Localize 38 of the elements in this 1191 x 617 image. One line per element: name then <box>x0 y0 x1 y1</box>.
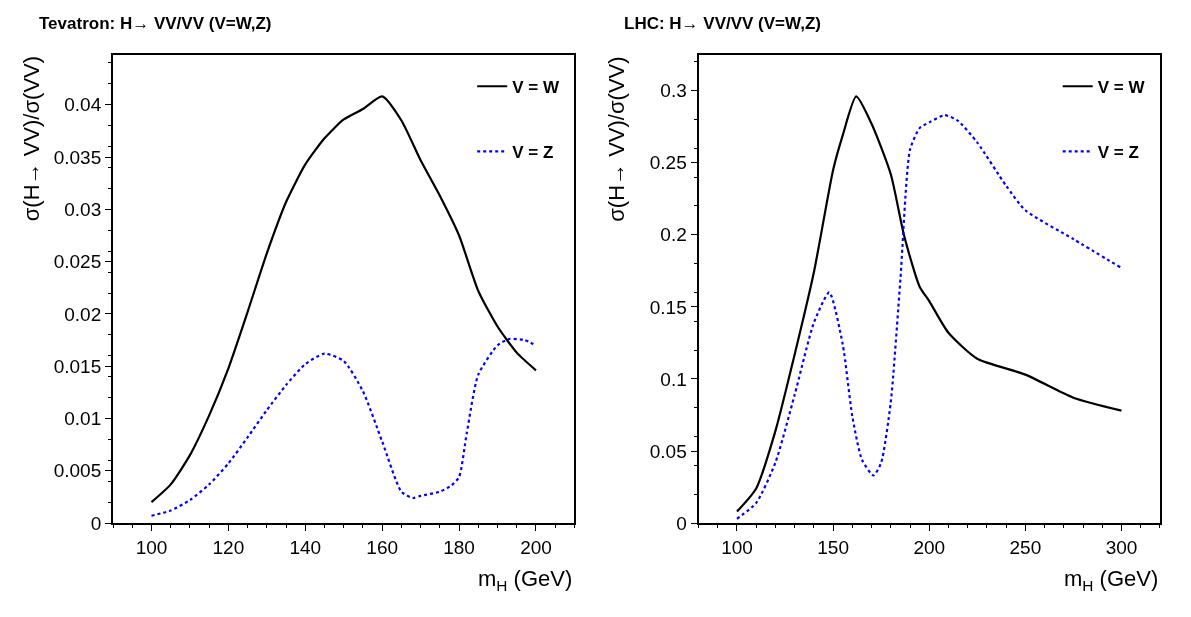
y-tick-label: 0 <box>676 512 687 534</box>
x-tick-label: 250 <box>1009 536 1042 558</box>
y-tick-label: 0.025 <box>53 251 102 273</box>
x-axis-title: m$_{H}$ (GeV) <box>478 566 573 594</box>
y-axis-title: σ(H→ VV)/σ(VV) <box>604 56 630 222</box>
y-tick-label: 0.02 <box>64 303 102 325</box>
y-tick-label: 0.03 <box>64 199 102 221</box>
y-axis-title: σ(H→ VV)/σ(VV) <box>18 55 44 222</box>
y-tick-label: 0.04 <box>64 94 102 116</box>
x-tick-label: 300 <box>1105 536 1138 558</box>
legend-label: V = Z <box>512 142 554 162</box>
x-tick-label: 180 <box>443 536 475 558</box>
x-tick-label: 150 <box>817 536 849 558</box>
x-tick-label: 160 <box>366 536 399 558</box>
chart-title: Tevatron: H→ VV/VV (V=W,Z) <box>39 14 272 33</box>
y-tick-label: 0.01 <box>64 408 102 430</box>
y-tick-label: 0.035 <box>53 146 102 168</box>
y-tick-label: 0.15 <box>649 296 687 318</box>
y-tick-label: 0 <box>90 512 102 534</box>
x-tick-label: 200 <box>913 536 946 558</box>
x-tick-label: 100 <box>721 536 753 558</box>
legend-label: V = W <box>512 77 560 97</box>
legend-label: V = Z <box>1097 142 1139 162</box>
x-tick-label: 140 <box>289 536 322 558</box>
x-tick-label: 120 <box>212 536 245 558</box>
y-tick-label: 0.015 <box>53 355 102 377</box>
x-tick-label: 100 <box>135 536 168 558</box>
y-tick-label: 0.3 <box>660 80 687 102</box>
x-axis-title: m$_{H}$ (GeV) <box>1064 566 1159 594</box>
y-tick-label: 0.05 <box>649 440 687 462</box>
y-tick-label: 0.25 <box>649 152 687 174</box>
y-tick-label: 0.005 <box>53 460 102 482</box>
legend-label: V = W <box>1097 77 1146 97</box>
chart-title: LHC: H→ VV/VV (V=W,Z) <box>624 14 821 33</box>
x-tick-label: 200 <box>520 536 552 558</box>
y-tick-label: 0.1 <box>660 368 687 390</box>
line-series <box>150 95 538 504</box>
y-tick-label: 0.2 <box>660 224 687 246</box>
